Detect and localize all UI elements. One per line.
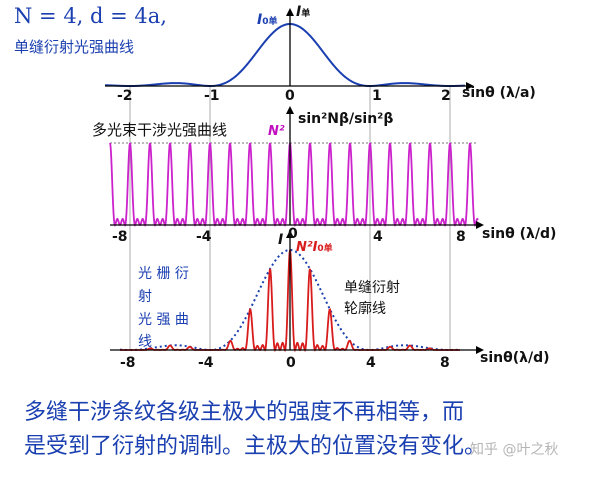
interference-line	[109, 142, 479, 227]
top-x-axis-arrow	[466, 82, 474, 90]
summary-line-1: 多缝干涉条纹各级主极大的强度不再相等，而	[24, 400, 465, 425]
interference-curve	[109, 142, 479, 227]
bottom-tick-label: -4	[198, 355, 214, 371]
multi-beam-caption: 多光束干涉光强曲线	[92, 121, 228, 139]
bottom-axis-label: sinθ(λ/d)	[480, 350, 550, 366]
middle-tick-label: -8	[112, 229, 128, 245]
top-tick-label: -2	[117, 88, 133, 104]
single-slit-envelope	[119, 248, 461, 352]
top-tick-label: 0	[285, 88, 295, 104]
middle-axis-label: sinθ (λ/d)	[482, 226, 557, 242]
guide-lines	[129, 86, 451, 350]
bottom-tick-label: 8	[440, 355, 450, 371]
top-y-axis-arrow	[286, 8, 294, 16]
single-slit-caption: 单缝衍射光强曲线	[14, 38, 135, 56]
envelope-line	[119, 248, 461, 352]
top-tick-label: 1	[372, 88, 382, 104]
bottom-tick-label: -8	[120, 355, 136, 371]
parameter-label: N = 4, d = 4a,	[14, 4, 167, 28]
watermark: 知乎 @叶之秋	[470, 442, 559, 458]
single-slit-line	[104, 22, 466, 88]
envelope-caption-line: 单缝衍射	[344, 280, 400, 296]
middle-tick-label: -4	[196, 229, 212, 245]
n2-i0-label: N²I0单	[296, 240, 333, 255]
top-tick-label: 2	[441, 88, 451, 104]
i0-single-label: I0单	[257, 12, 278, 28]
interference-formula: sin²Nβ/sin²β	[298, 111, 394, 127]
grating-caption-line: 光 强 曲	[138, 312, 189, 328]
envelope-caption-line: 轮廓线	[344, 301, 386, 317]
middle-tick-label: 4	[373, 229, 383, 245]
summary-line-2: 是受到了衍射的调制。主极大的位置没有变化。	[24, 434, 487, 459]
grating-caption-line: 光 栅 衍	[138, 266, 189, 282]
top-axis-label: sinθ (λ/a)	[462, 85, 536, 101]
top-tick-label: -1	[204, 88, 220, 104]
middle-y-axis-arrow	[286, 106, 294, 114]
bottom-y-axis-arrow	[286, 230, 294, 238]
i-single-label: I单	[296, 4, 311, 20]
bottom-x-axis-arrow	[476, 346, 484, 354]
n-squared-label: N²	[268, 124, 285, 139]
single-slit-curve	[104, 22, 466, 88]
bottom-tick-label: 4	[366, 355, 376, 371]
middle-zero-tick: 0	[288, 226, 298, 242]
grating-i-label: I	[278, 232, 284, 248]
grating-caption-line: 线	[138, 334, 152, 350]
bottom-tick-label: 0	[286, 355, 296, 371]
middle-tick-label: 8	[456, 229, 466, 245]
grating-caption-line: 射	[138, 289, 152, 305]
middle-x-axis-arrow	[476, 221, 484, 229]
